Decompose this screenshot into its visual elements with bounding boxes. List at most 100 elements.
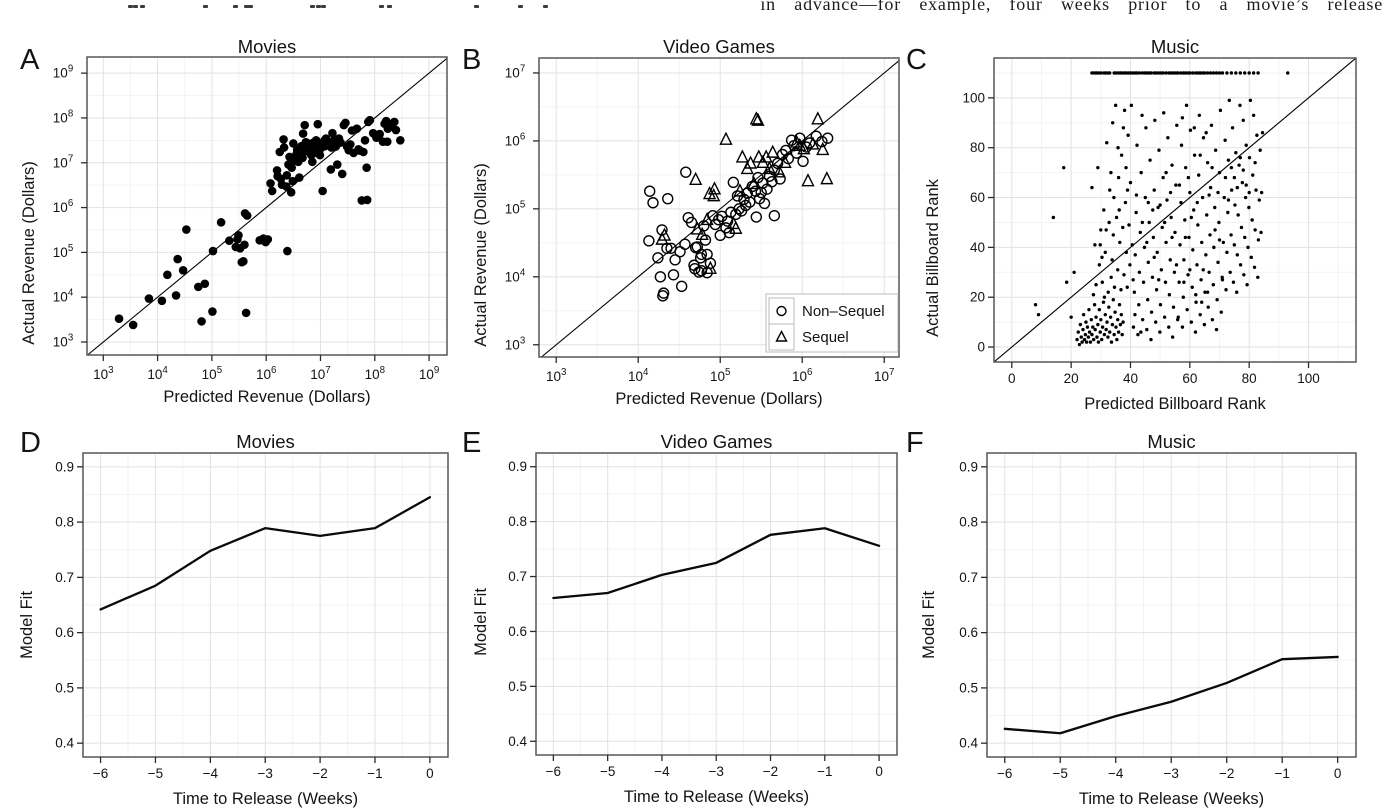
panel-title: Movies — [238, 36, 297, 57]
panel-title: Music — [1147, 431, 1195, 452]
x-tick-label: 0 — [875, 764, 883, 779]
cropped-glyph-mark — [203, 5, 208, 8]
series-model-fit — [552, 527, 881, 600]
top-cropped-text-left — [0, 0, 690, 10]
y-tick-label: 104 — [505, 267, 526, 284]
cropped-glyph-mark — [310, 5, 315, 8]
y-tick-label: 103 — [505, 335, 525, 352]
y-tick-label: 0.5 — [55, 680, 74, 695]
x-axis-title: Time to Release (Weeks) — [624, 788, 809, 806]
identity-line — [87, 57, 447, 355]
cropped-glyph-mark — [379, 5, 384, 8]
plot-border — [82, 452, 449, 758]
x-tick-label: 108 — [365, 365, 385, 382]
plot-area — [83, 453, 448, 757]
x-tick-label: 0 — [1008, 371, 1016, 386]
y-tick-label: 0.8 — [508, 514, 527, 529]
x-tick-label: −4 — [654, 764, 670, 779]
y-axis-title: Actual Revenue (Dollars) — [20, 161, 38, 344]
y-tick-label: 0.5 — [508, 679, 527, 694]
plot-border — [986, 452, 1357, 758]
cropped-glyph-mark — [244, 5, 249, 8]
cropped-glyph-mark — [321, 5, 326, 8]
y-axis-title: Model Fit — [472, 588, 490, 656]
cropped-glyph-mark — [518, 5, 523, 8]
series-sequel — [655, 111, 834, 275]
x-tick-label: −5 — [148, 766, 163, 781]
panel-letter: E — [462, 427, 481, 459]
x-tick-label: −5 — [600, 764, 615, 779]
x-tick-label: 103 — [93, 365, 113, 382]
plot-border — [993, 57, 1357, 363]
series-non-sequel — [643, 130, 834, 302]
legend: Non–Sequel Sequel — [765, 293, 899, 353]
legend-box — [765, 293, 899, 353]
y-tick-label: 107 — [505, 63, 525, 80]
legend-triangle-icon — [775, 329, 788, 342]
y-tick-label: 106 — [53, 198, 73, 215]
x-axis-title: Time to Release (Weeks) — [173, 790, 358, 808]
x-axis-title: Predicted Revenue (Dollars) — [163, 388, 370, 406]
plot-area — [87, 57, 447, 355]
x-tick-label: −4 — [1108, 766, 1124, 781]
cropped-glyph-mark — [387, 5, 392, 8]
y-tick-label: 0.7 — [959, 570, 978, 585]
x-tick-label: 103 — [546, 367, 566, 384]
panel-letter: F — [906, 427, 924, 459]
panel-title: Video Games — [661, 431, 773, 452]
y-tick-label: 80 — [970, 140, 985, 155]
x-tick-label: −4 — [203, 766, 219, 781]
y-tick-label: 0 — [977, 340, 985, 355]
x-tick-label: −2 — [1219, 766, 1234, 781]
cropped-glyph-mark — [248, 5, 253, 8]
y-tick-label: 0.7 — [508, 569, 527, 584]
y-axis-title: Model Fit — [920, 591, 938, 659]
x-tick-label: 0 — [426, 766, 434, 781]
x-tick-label: −3 — [1164, 766, 1179, 781]
y-tick-label: 103 — [53, 333, 73, 350]
plot-area — [987, 453, 1356, 757]
y-tick-label: 0.6 — [55, 625, 74, 640]
cropped-glyph-mark — [233, 5, 238, 8]
x-tick-label: −5 — [1053, 766, 1068, 781]
y-tick-label: 60 — [970, 190, 985, 205]
y-tick-label: 0.9 — [55, 459, 74, 474]
series-songs — [1033, 71, 1290, 347]
y-axis-title: Model Fit — [18, 591, 36, 659]
y-tick-label: 0.9 — [508, 459, 527, 474]
panel-letter: C — [906, 44, 927, 76]
panel-letter: B — [462, 44, 481, 76]
series-movies — [114, 115, 405, 330]
x-tick-label: −6 — [93, 766, 108, 781]
y-tick-label: 0.4 — [55, 736, 74, 751]
x-tick-label: 105 — [202, 365, 222, 382]
legend-circle-icon — [776, 305, 787, 317]
plot-border — [86, 56, 448, 356]
x-tick-label: 107 — [310, 365, 330, 382]
y-tick-label: 0.8 — [55, 515, 74, 530]
cropped-glyph-mark — [316, 5, 321, 8]
x-tick-label: 100 — [1297, 371, 1320, 386]
legend-label: Non–Sequel — [802, 303, 885, 320]
y-tick-label: 106 — [505, 131, 525, 148]
cropped-glyph-mark — [133, 5, 138, 8]
x-axis-title: Predicted Revenue (Dollars) — [615, 390, 822, 408]
plot-border — [538, 57, 900, 358]
x-tick-label: −1 — [367, 766, 382, 781]
y-tick-label: 104 — [53, 288, 74, 305]
x-tick-label: −2 — [312, 766, 327, 781]
plot-border — [535, 452, 898, 756]
y-tick-label: 0.4 — [959, 736, 978, 751]
y-tick-label: 108 — [53, 108, 73, 125]
x-tick-label: 104 — [147, 365, 168, 382]
panel-title: Video Games — [663, 36, 775, 57]
plot-area — [539, 58, 899, 357]
x-tick-label: 107 — [874, 367, 894, 384]
x-tick-label: 60 — [1182, 371, 1197, 386]
